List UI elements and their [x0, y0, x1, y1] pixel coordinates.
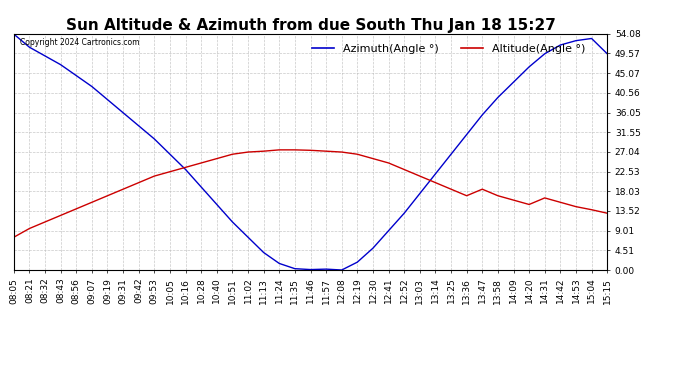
Title: Sun Altitude & Azimuth from due South Thu Jan 18 15:27: Sun Altitude & Azimuth from due South Th… [66, 18, 555, 33]
Text: Copyright 2024 Cartronics.com: Copyright 2024 Cartronics.com [20, 39, 139, 48]
Legend: Azimuth(Angle °), Altitude(Angle °): Azimuth(Angle °), Altitude(Angle °) [307, 39, 590, 58]
